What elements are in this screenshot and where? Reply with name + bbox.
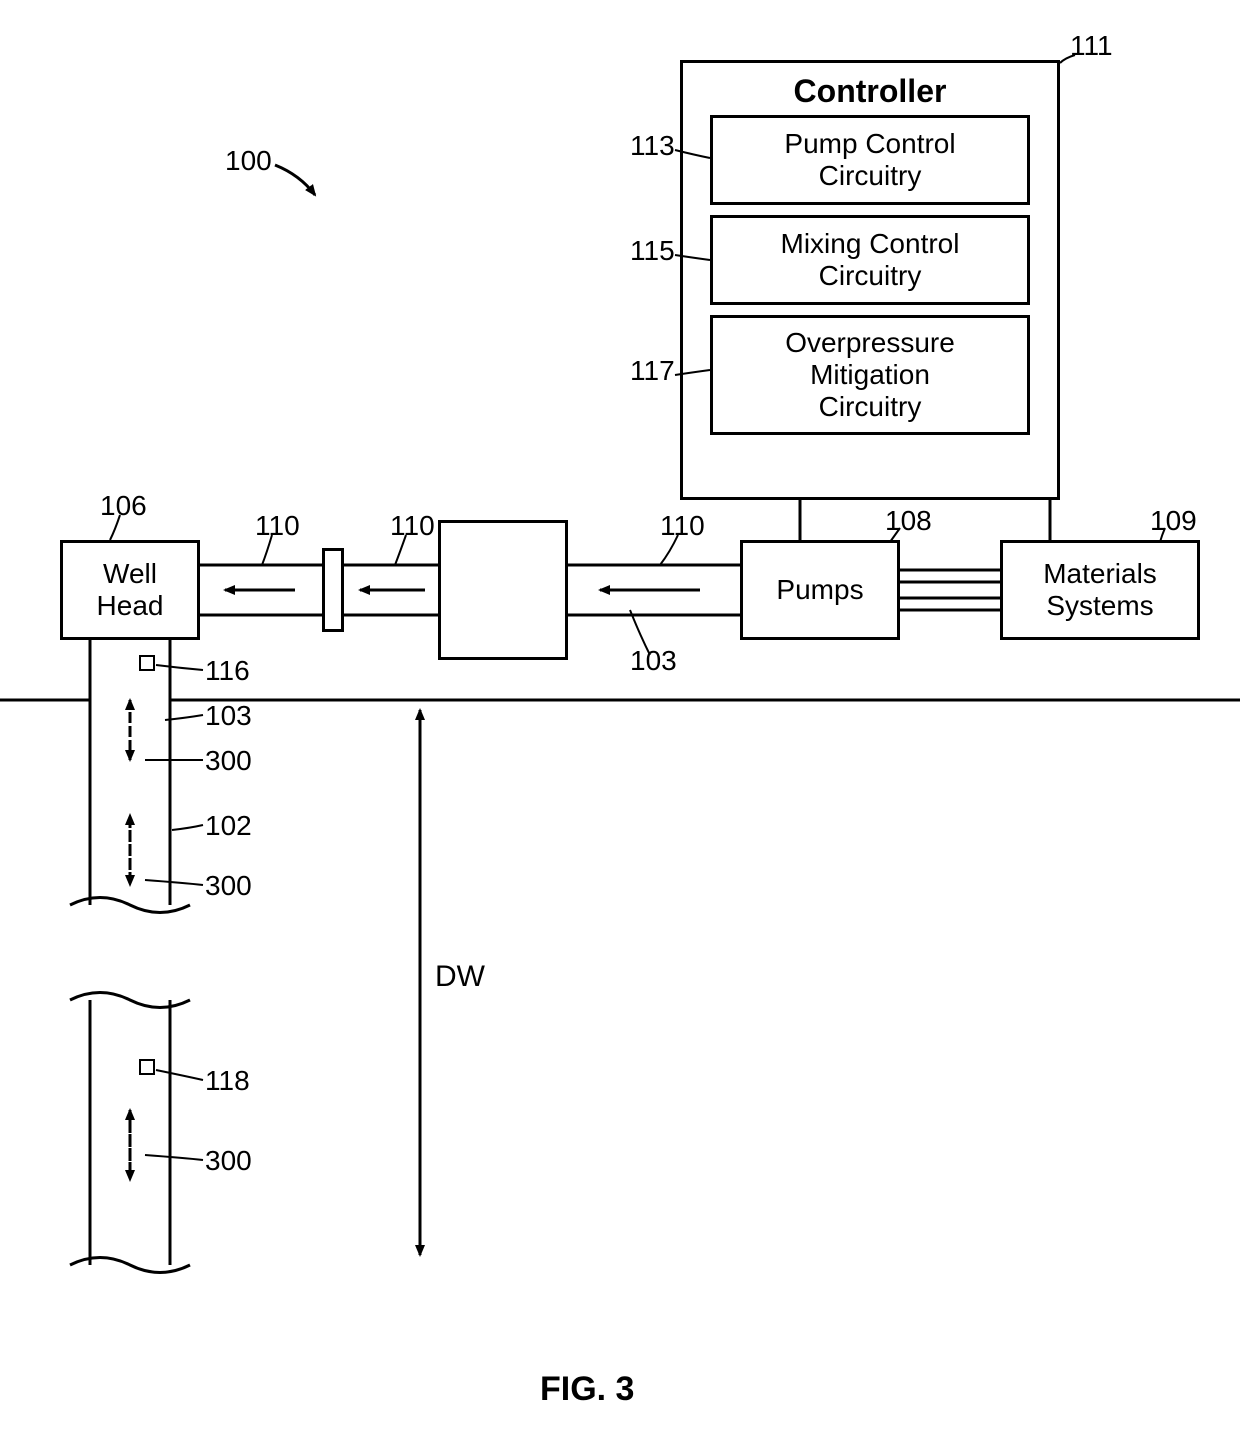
mixing-control-text: Mixing Control Circuitry	[781, 228, 960, 292]
ref-116: 116	[205, 655, 250, 687]
ref-109: 109	[1150, 505, 1197, 537]
overpressure-box: Overpressure Mitigation Circuitry	[710, 315, 1030, 435]
ref-103: 103	[630, 645, 677, 677]
pumps-box: Pumps	[740, 540, 900, 640]
middle-block	[438, 520, 568, 660]
pump-control-box: Pump Control Circuitry	[710, 115, 1030, 205]
ref-115: 115	[630, 235, 675, 267]
figure-caption: FIG. 3	[540, 1370, 634, 1409]
ref-106: 106	[100, 490, 147, 522]
overpressure-text: Overpressure Mitigation Circuitry	[785, 327, 955, 424]
ref-300a: 300	[205, 745, 252, 777]
ref-300b: 300	[205, 870, 252, 902]
ref-110c: 110	[660, 510, 705, 542]
ref-108: 108	[885, 505, 932, 537]
valve-block	[322, 548, 344, 632]
ref-110a: 110	[255, 510, 300, 542]
ref-118: 118	[205, 1065, 250, 1097]
wellhead-text: Well Head	[97, 558, 164, 622]
wellhead-box: Well Head	[60, 540, 200, 640]
ref-100: 100	[225, 145, 272, 177]
ref-300c: 300	[205, 1145, 252, 1177]
pumps-text: Pumps	[776, 574, 863, 606]
ref-dw: DW	[435, 960, 485, 994]
controller-title: Controller	[794, 73, 947, 110]
ref-117: 117	[630, 355, 675, 387]
ref-111: 111	[1070, 30, 1113, 62]
ref-113: 113	[630, 130, 675, 162]
materials-box: Materials Systems	[1000, 540, 1200, 640]
ref-110b: 110	[390, 510, 435, 542]
ref-103b: 103	[205, 700, 252, 732]
materials-text: Materials Systems	[1043, 558, 1157, 622]
mixing-control-box: Mixing Control Circuitry	[710, 215, 1030, 305]
pump-control-text: Pump Control Circuitry	[784, 128, 955, 192]
ref-102: 102	[205, 810, 252, 842]
